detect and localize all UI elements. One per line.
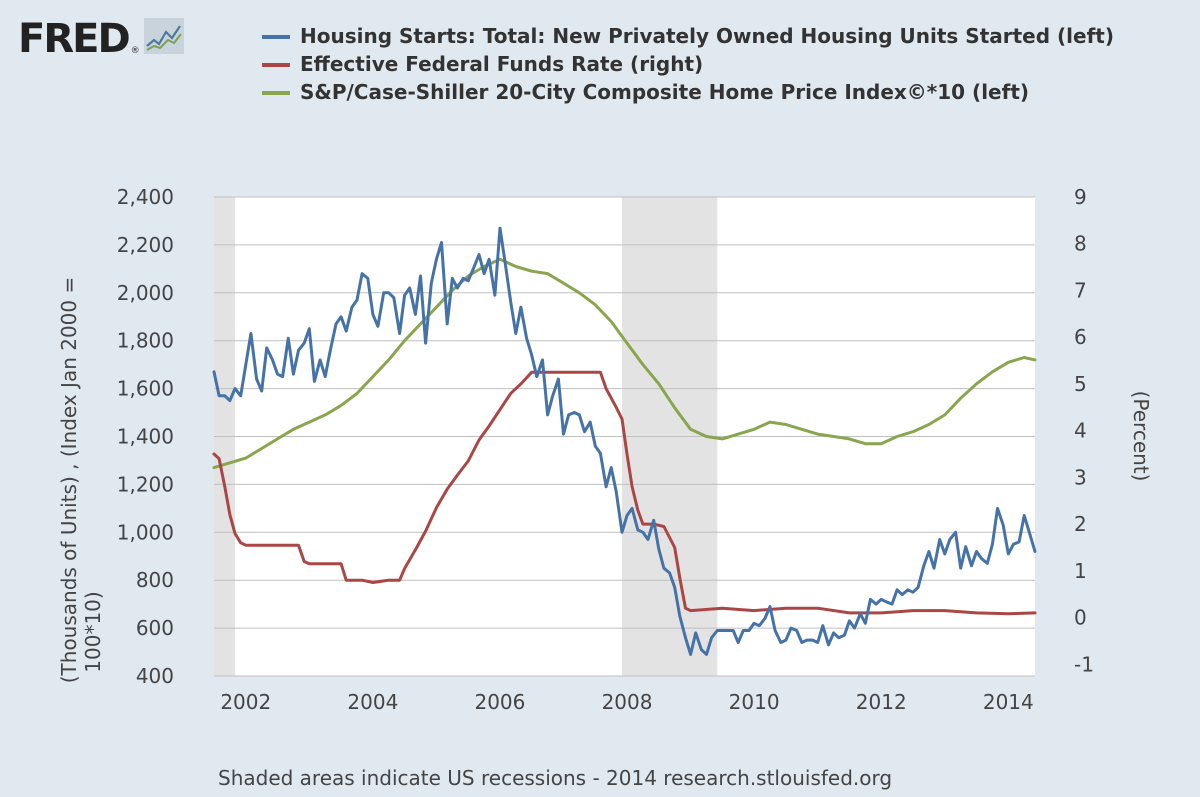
right-tick-label: 6 xyxy=(1074,325,1087,349)
x-tick-label: 2008 xyxy=(602,690,653,714)
right-tick-label: 9 xyxy=(1074,185,1087,209)
right-axis-ticks: -1 0 1 2 3 4 5 6 7 8 9 xyxy=(1074,185,1094,676)
source-note: Shaded areas indicate US recessions - 20… xyxy=(218,766,893,790)
x-tick-label: 2014 xyxy=(983,690,1034,714)
chart-legend: Housing Starts: Total: New Privately Own… xyxy=(262,22,1162,106)
right-tick-label: 5 xyxy=(1074,372,1087,396)
legend-item-fed-funds-rate[interactable]: Effective Federal Funds Rate (right) xyxy=(262,50,1162,78)
left-tick-label: 1,000 xyxy=(117,520,174,544)
series-line-housing-starts xyxy=(212,226,1037,656)
line-chart-icon xyxy=(143,18,184,58)
legend-label-housing-starts: Housing Starts: Total: New Privately Own… xyxy=(300,24,1114,48)
left-axis-title-line1: (Thousands of Units) , (Index Jan 2000 = xyxy=(57,277,81,684)
left-tick-label: 800 xyxy=(136,568,174,592)
left-tick-label: 1,600 xyxy=(117,377,174,401)
legend-swatch-housing-starts xyxy=(262,35,290,39)
x-tick-label: 2010 xyxy=(729,690,780,714)
right-axis-title: (Percent) xyxy=(1129,391,1153,482)
legend-item-case-shiller[interactable]: S&P/Case-Shiller 20-City Composite Home … xyxy=(262,78,1162,106)
right-tick-label: 7 xyxy=(1074,278,1087,302)
x-tick-label: 2002 xyxy=(220,690,271,714)
left-tick-label: 2,000 xyxy=(117,281,174,305)
left-tick-label: 400 xyxy=(136,664,174,688)
right-tick-label: 3 xyxy=(1074,465,1087,489)
left-tick-label: 2,400 xyxy=(117,185,174,209)
legend-swatch-fed-funds-rate xyxy=(262,63,290,67)
x-tick-label: 2012 xyxy=(856,690,907,714)
x-tick-label: 2006 xyxy=(474,690,525,714)
fred-logo[interactable]: FRED ® xyxy=(18,16,184,62)
legend-item-housing-starts[interactable]: Housing Starts: Total: New Privately Own… xyxy=(262,22,1162,50)
x-tick-label: 2004 xyxy=(347,690,398,714)
left-tick-label: 1,200 xyxy=(117,472,174,496)
left-tick-label: 1,400 xyxy=(117,425,174,449)
logo-text: FRED xyxy=(18,16,131,62)
left-axis-title-line2: 100*10) xyxy=(81,591,105,672)
series-line-case-shiller xyxy=(212,257,1037,470)
x-axis-ticks: 2002 2004 2006 2008 2010 2012 2014 xyxy=(220,690,1033,714)
registered-mark: ® xyxy=(130,46,140,56)
left-tick-label: 2,200 xyxy=(117,233,174,257)
right-tick-label: 8 xyxy=(1074,232,1087,256)
legend-label-fed-funds-rate: Effective Federal Funds Rate (right) xyxy=(300,52,704,76)
right-tick-label: 0 xyxy=(1074,606,1087,630)
legend-swatch-case-shiller xyxy=(262,91,290,95)
right-tick-label: 1 xyxy=(1074,559,1087,583)
right-tick-label: 2 xyxy=(1074,512,1087,536)
left-tick-label: 1,800 xyxy=(117,329,174,353)
right-tick-label: -1 xyxy=(1074,652,1094,676)
right-tick-label: 4 xyxy=(1074,419,1087,443)
series-line-fed-funds-rate xyxy=(212,370,1037,616)
left-tick-label: 600 xyxy=(136,616,174,640)
series-lines xyxy=(212,226,1037,656)
legend-label-case-shiller: S&P/Case-Shiller 20-City Composite Home … xyxy=(300,80,1030,104)
left-axis-ticks: 400 600 800 1,000 1,200 1,400 1,600 1,800 2,000 2… xyxy=(117,185,174,688)
